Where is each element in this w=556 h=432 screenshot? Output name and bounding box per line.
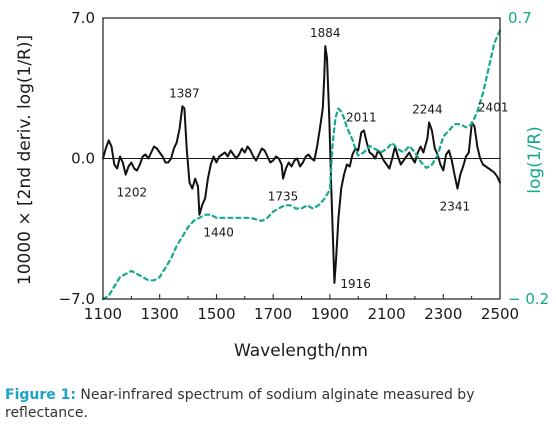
axes [102,17,501,300]
peak-label: 2341 [440,200,471,214]
peak-label: 2401 [478,100,509,114]
peak-label: 1735 [268,190,299,204]
y-tick-label: 0.0 [71,150,95,168]
peak-label: 1884 [310,26,341,40]
figure-caption: Figure 1: Near-infrared spectrum of sodi… [5,386,545,422]
x-tick-label: 2100 [367,305,405,323]
y-tick-label: −7.0 [59,290,95,308]
series-log-reflectance-line [101,29,502,301]
x-tick-label: 1900 [311,305,349,323]
y2-tick-label: 0.7 [508,9,532,27]
caption-text: Near-infrared spectrum of sodium alginat… [5,387,475,421]
y-tick-label: 7.0 [71,9,95,27]
x-tick-label: 1300 [141,305,179,323]
peak-label: 1916 [340,277,371,291]
x-axis-title: Wavelength/nm [234,341,368,361]
y2-axis-title: log(1/R) [525,126,545,194]
tick-labels: 1100 1300 1500 1700 1900 2100 2300 2500 7.0 0.0 −7… [59,9,550,323]
peak-label: 1387 [169,86,200,100]
caption-label: Figure 1: [5,387,76,403]
peak-label: 1440 [203,226,234,240]
x-tick-label: 2500 [481,305,519,323]
x-tick-label: 1700 [254,305,292,323]
series-second-derivative-line [102,45,501,284]
peak-label: 2244 [412,102,443,116]
nir-spectrum-chart: 1100 1300 1500 1700 1900 2100 2300 2500 7.0 0.0 −7… [15,9,550,361]
peak-labels: 1202 1387 1440 1735 1884 1916 2011 2244 2341 2401 [117,26,509,291]
x-tick-label: 1500 [197,305,235,323]
plot-area [101,29,502,301]
y-axis-title: 10000 × [2nd deriv. log(1/R)] [15,35,35,285]
x-tick-label: 2300 [424,305,462,323]
peak-label: 2011 [346,110,377,124]
peak-label: 1202 [117,186,148,200]
x-tick-label: 1100 [84,305,122,323]
y2-tick-label: − 0.2 [508,290,549,308]
